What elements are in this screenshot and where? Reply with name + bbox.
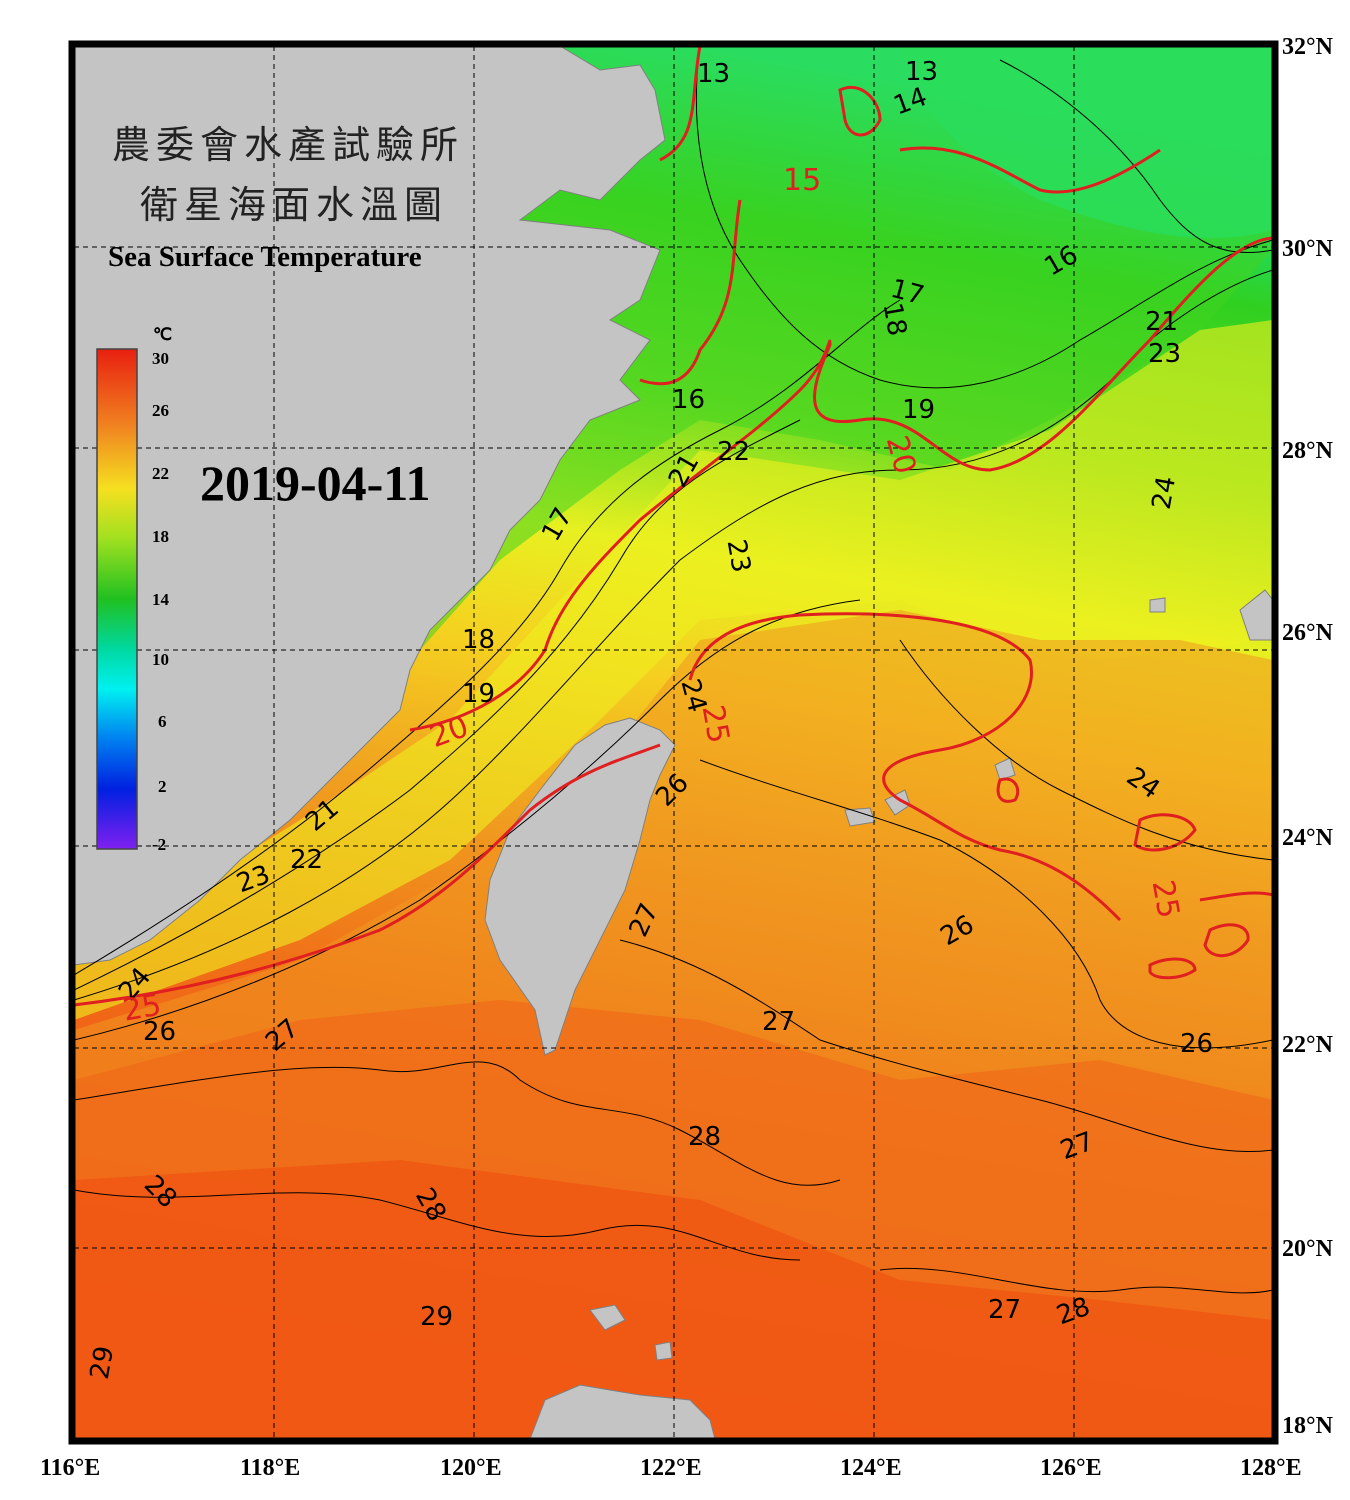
legend-tick: 30: [152, 349, 169, 368]
contour-label: 26: [143, 1017, 176, 1047]
legend-tick: 26: [152, 401, 169, 420]
legend-unit: ℃: [153, 325, 172, 344]
contour-label: 19: [902, 395, 935, 425]
contour-label: 23: [1148, 339, 1181, 369]
lat-label: 26°N: [1282, 620, 1334, 646]
title-en: Sea Surface Temperature: [108, 241, 422, 273]
lon-label: 122°E: [640, 1455, 702, 1481]
title-zh-line2: 衛星海面水溫圖: [140, 183, 448, 227]
contour-label: 25: [695, 702, 736, 746]
latitude-labels: 32°N 30°N 28°N 26°N 24°N 22°N 20°N 18°N: [1282, 34, 1334, 1439]
taiwan-island: [484, 717, 676, 1056]
contour-label: 13: [905, 57, 938, 87]
contour-label: 15: [783, 163, 821, 198]
china-mainland: [74, 46, 666, 966]
legend-tick: 10: [152, 650, 169, 669]
land-layer: [74, 46, 1273, 1439]
contour-label: 22: [290, 845, 323, 875]
lat-label: 30°N: [1282, 236, 1334, 262]
legend-tick: -2: [152, 835, 166, 854]
isotherm-layer: [74, 46, 1273, 1294]
contour-label: 26: [1180, 1029, 1213, 1059]
contour-label: 21: [1145, 307, 1178, 337]
legend-tick: 14: [152, 590, 170, 609]
legend-tick: 18: [152, 527, 169, 546]
contour-label: 24: [1147, 474, 1182, 512]
luzon-island: [529, 1384, 716, 1439]
contour-label: 22: [717, 437, 750, 467]
lon-label: 128°E: [1240, 1455, 1302, 1481]
title-zh-line1: 農委會水產試驗所: [112, 123, 464, 167]
lon-label: 120°E: [440, 1455, 502, 1481]
contour-label: 18: [877, 300, 912, 338]
legend-tick: 2: [158, 777, 167, 796]
contour-label: 19: [462, 679, 495, 709]
legend-colorbar: [96, 348, 138, 850]
lon-label: 126°E: [1040, 1455, 1102, 1481]
contour-label: 29: [85, 1344, 120, 1382]
lat-label: 20°N: [1282, 1236, 1334, 1262]
contour-label: 18: [462, 625, 495, 655]
contour-label: 27: [988, 1295, 1021, 1325]
legend-tick: 6: [158, 712, 167, 731]
contour-label: 29: [420, 1302, 453, 1332]
lat-label: 18°N: [1282, 1413, 1334, 1439]
longitude-labels: 116°E 118°E 120°E 122°E 124°E 126°E 128°…: [40, 1455, 1302, 1481]
contour-label: 23: [721, 537, 756, 575]
lon-label: 124°E: [840, 1455, 902, 1481]
lat-label: 24°N: [1282, 825, 1334, 851]
lon-label: 118°E: [240, 1455, 300, 1481]
contour-label: 13: [697, 59, 730, 89]
temperature-legend: ℃ 30 26 22 18 14 10 6 2 -2: [96, 325, 172, 854]
contour-label: 28: [688, 1122, 721, 1152]
map-frame: [68, 40, 1279, 1445]
graticule: [74, 46, 1273, 1439]
contour-label: 16: [672, 385, 705, 415]
date-label: 2019-04-11: [200, 455, 431, 511]
lat-label: 28°N: [1282, 438, 1334, 464]
contour-label: 25: [1145, 877, 1186, 921]
contour-label: 25: [120, 988, 164, 1029]
lon-label: 116°E: [40, 1455, 100, 1481]
lat-label: 22°N: [1282, 1032, 1334, 1058]
legend-tick: 22: [152, 464, 169, 483]
contour-label: 27: [762, 1007, 795, 1037]
lat-label: 32°N: [1282, 34, 1334, 60]
